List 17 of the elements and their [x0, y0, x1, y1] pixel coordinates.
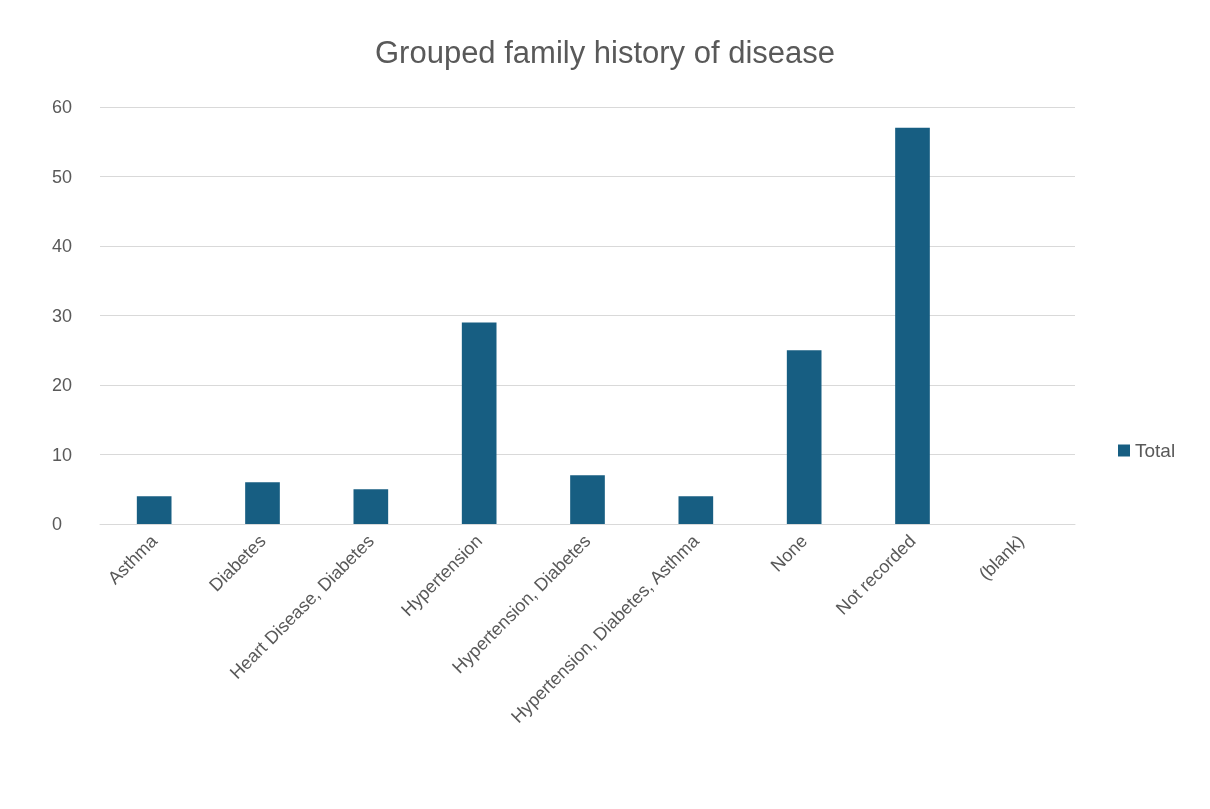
y-tick-label: 50	[52, 166, 73, 187]
chart-title: Grouped family history of disease	[374, 35, 836, 70]
y-tick-label: 40	[52, 236, 73, 256]
bar	[136, 496, 172, 524]
bar	[461, 322, 497, 524]
y-tick-label: 20	[52, 375, 73, 395]
bar	[570, 475, 605, 524]
bar	[353, 489, 389, 524]
bar	[895, 127, 930, 524]
y-tick-label: 10	[52, 444, 73, 465]
bar	[786, 350, 822, 524]
legend-label: Total	[1135, 440, 1176, 461]
bar	[245, 482, 280, 524]
y-tick-label: 60	[52, 97, 73, 117]
bar	[678, 496, 714, 524]
y-tick-label: 0	[52, 514, 63, 534]
y-tick-label: 30	[52, 305, 73, 326]
